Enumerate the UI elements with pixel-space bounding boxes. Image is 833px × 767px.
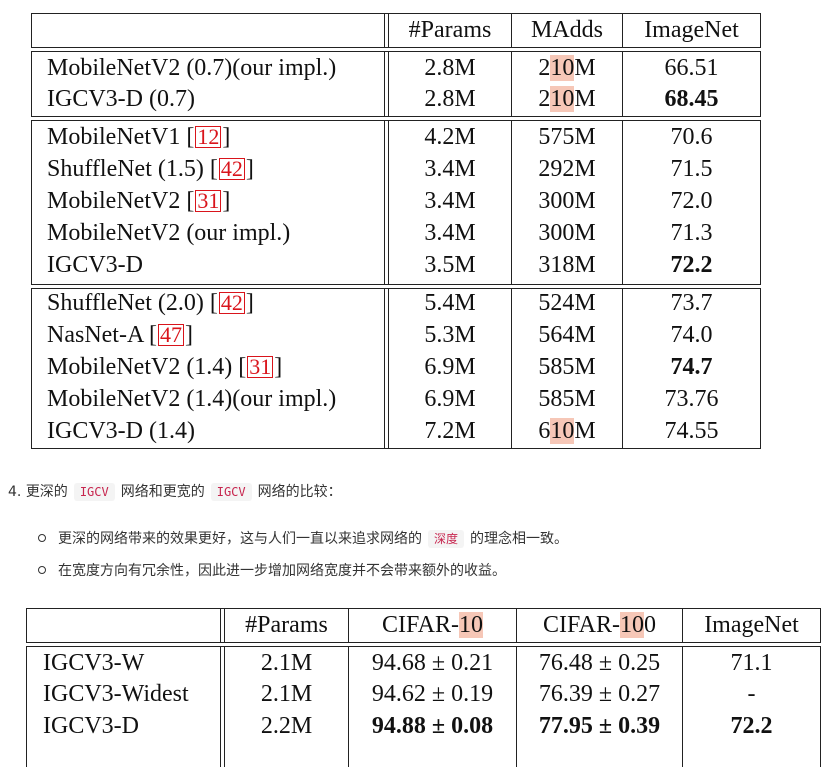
citation-link[interactable]: 42 xyxy=(218,290,245,315)
citation-link[interactable]: 31 xyxy=(195,188,222,213)
table-cell-params: 5.4M xyxy=(424,290,476,316)
table-cell-imagenet: 74.0 xyxy=(670,322,713,348)
table-cell-cifar100: 76.39 ± 0.27 xyxy=(538,681,661,707)
table-cell-model: MobileNetV2 (0.7)(our impl.) xyxy=(47,55,337,81)
inline-code: IGCV xyxy=(210,483,252,501)
table-cell-imagenet: 72.2 xyxy=(670,252,713,278)
table-cell-madds: 524M xyxy=(538,290,596,316)
table-cell-imagenet: 68.45 xyxy=(664,86,719,112)
table-cell-model: IGCV3-D xyxy=(43,713,139,739)
table-cell-params: 3.4M xyxy=(424,220,476,246)
table1-group2: MobileNetV1 [12] 4.2M 575M 70.6 ShuffleN… xyxy=(31,120,761,285)
table-cell-params: 3.4M xyxy=(424,156,476,182)
table-cell-params: 2.2M xyxy=(260,713,313,739)
header-madds: MAdds xyxy=(530,17,603,43)
table-cell-imagenet: 70.6 xyxy=(670,124,713,150)
table-cell-cifar10: 94.68 ± 0.21 xyxy=(371,650,494,676)
citation-link[interactable]: 47 xyxy=(157,322,184,347)
header-params: #Params xyxy=(408,17,492,43)
table-cell-madds: 292M xyxy=(538,156,596,182)
table-cell-imagenet: 72.2 xyxy=(730,713,773,739)
table-cell-model: MobileNetV2 (our impl.) xyxy=(47,220,291,246)
header-cifar10: CIFAR-10 xyxy=(382,612,483,638)
citation-link[interactable]: 12 xyxy=(195,124,222,149)
table-cell-model: MobileNetV2 (1.4) [31] xyxy=(47,354,283,380)
table-cell-params: 2.1M xyxy=(260,650,313,676)
header-params: #Params xyxy=(245,612,328,638)
table-cell-model: IGCV3-D (0.7) xyxy=(47,86,195,112)
table-cell-params: 3.5M xyxy=(424,252,476,278)
table-cell-imagenet: 73.7 xyxy=(670,290,713,316)
table-cell-model: IGCV3-Widest xyxy=(43,681,189,707)
header-cifar100: CIFAR-100 xyxy=(543,612,656,638)
table-cell-madds: 610M xyxy=(538,418,596,444)
table-cell-params: 3.4M xyxy=(424,188,476,214)
table-cell-model: IGCV3-D (1.4) xyxy=(47,418,195,444)
citation-link[interactable]: 31 xyxy=(247,354,274,379)
header-imagenet: ImageNet xyxy=(644,17,739,43)
table2-header: #Params CIFAR-10 CIFAR-100 ImageNet xyxy=(26,608,821,643)
table1-header: #Params MAdds ImageNet xyxy=(31,13,761,48)
table-cell-cifar100: 76.48 ± 0.25 xyxy=(538,650,661,676)
inline-code: IGCV xyxy=(73,483,115,501)
table-cell-madds: 300M xyxy=(538,188,596,214)
table-cell-model: MobileNetV1 [12] xyxy=(47,124,231,150)
table-cell-madds: 585M xyxy=(538,386,596,412)
table-cell-params: 7.2M xyxy=(424,418,476,444)
table-cell-madds: 210M xyxy=(538,86,596,112)
section-heading: 4. 更深的 IGCV 网络和更宽的 IGCV 网络的比较： xyxy=(8,483,342,501)
table-cell-cifar100: 77.95 ± 0.39 xyxy=(538,713,661,739)
table-cell-imagenet: 74.55 xyxy=(664,418,719,444)
table-cell-imagenet: 74.7 xyxy=(670,354,713,380)
table1-group3: ShuffleNet (2.0) [42] 5.4M 524M 73.7 Nas… xyxy=(31,288,761,449)
table-cell-params: 4.2M xyxy=(424,124,476,150)
table-cell-madds: 300M xyxy=(538,220,596,246)
table-cell-model: IGCV3-D xyxy=(47,252,143,278)
table-cell-imagenet: 66.51 xyxy=(664,55,719,81)
table-cell-imagenet: 71.3 xyxy=(670,220,713,246)
table-cell-imagenet: 71.5 xyxy=(670,156,713,182)
table-cell-imagenet: 72.0 xyxy=(670,188,713,214)
table-cell-model: ShuffleNet (1.5) [42] xyxy=(47,156,254,182)
table-cell-madds: 564M xyxy=(538,322,596,348)
table1-group1: MobileNetV2 (0.7)(our impl.) 2.8M 210M 6… xyxy=(31,51,761,117)
table-cell-model: ShuffleNet (2.0) [42] xyxy=(47,290,254,316)
bullet-icon xyxy=(38,534,46,542)
table-cell-imagenet: - xyxy=(747,681,756,707)
table-cell-madds: 318M xyxy=(538,252,596,278)
table-cell-params: 2.8M xyxy=(424,55,476,81)
table-cell-madds: 575M xyxy=(538,124,596,150)
inline-code: 深度 xyxy=(428,530,465,548)
bullet-item: 在宽度方向有冗余性，因此进一步增加网络宽度并不会带来额外的收益。 xyxy=(38,560,506,580)
bullet-item: 更深的网络带来的效果更好，这与人们一直以来追求网络的 深度 的理念相一致。 xyxy=(38,528,568,548)
table-cell-imagenet: 73.76 xyxy=(664,386,719,412)
table-cell-params: 2.1M xyxy=(260,681,313,707)
table-cell-params: 2.8M xyxy=(424,86,476,112)
table-cell-cifar10: 94.88 ± 0.08 xyxy=(371,713,494,739)
table-cell-cifar10: 94.62 ± 0.19 xyxy=(371,681,494,707)
bullet-icon xyxy=(38,566,46,574)
table-cell-model: IGCV3-W xyxy=(43,650,145,676)
table-cell-params: 6.9M xyxy=(424,354,476,380)
table-cell-madds: 210M xyxy=(538,55,596,81)
table2-body: IGCV3-W 2.1M 94.68 ± 0.21 76.48 ± 0.25 7… xyxy=(26,646,821,767)
citation-link[interactable]: 42 xyxy=(218,156,245,181)
table-cell-model: NasNet-A [47] xyxy=(47,322,193,348)
table-cell-params: 6.9M xyxy=(424,386,476,412)
table-cell-model: MobileNetV2 (1.4)(our impl.) xyxy=(47,386,337,412)
header-imagenet: ImageNet xyxy=(704,612,799,638)
table-cell-params: 5.3M xyxy=(424,322,476,348)
table-cell-madds: 585M xyxy=(538,354,596,380)
table-cell-imagenet: 71.1 xyxy=(730,650,773,676)
table-cell-model: MobileNetV2 [31] xyxy=(47,188,231,214)
